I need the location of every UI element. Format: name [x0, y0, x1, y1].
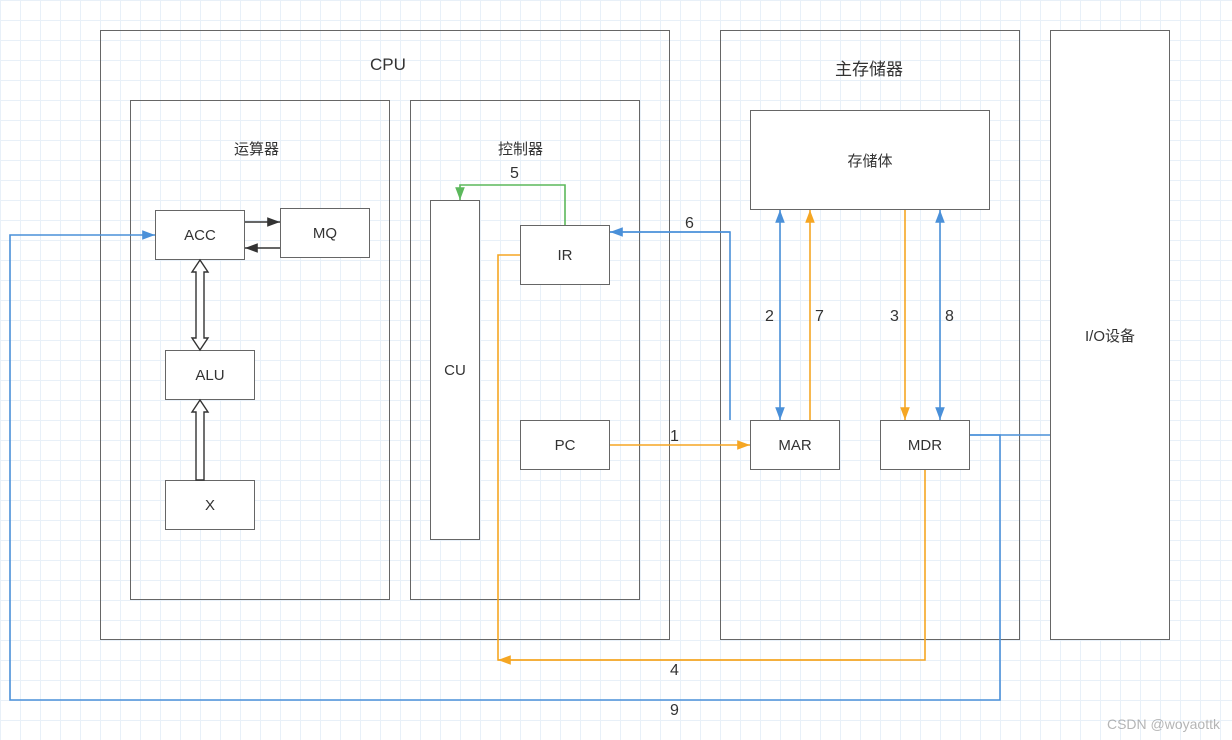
- pc-node: PC: [520, 420, 610, 470]
- edge-label-7: 7: [815, 308, 824, 326]
- edge-label-8: 8: [945, 308, 954, 326]
- alu-label: ALU: [195, 367, 224, 384]
- mar-label: MAR: [778, 437, 811, 454]
- watermark: CSDN @woyaottk: [1107, 716, 1220, 732]
- cu-label: CU: [444, 362, 466, 379]
- edge-label-4: 4: [670, 662, 679, 680]
- x-label: X: [205, 497, 215, 514]
- edge-label-2: 2: [765, 308, 774, 326]
- arith-title: 运算器: [234, 138, 279, 159]
- storage-label: 存储体: [847, 150, 892, 171]
- acc-label: ACC: [184, 227, 216, 244]
- ctrl-title: 控制器: [498, 138, 543, 159]
- io-node: I/O设备: [1050, 30, 1170, 640]
- mar-node: MAR: [750, 420, 840, 470]
- ir-label: IR: [558, 247, 573, 264]
- edge-label-9: 9: [670, 702, 679, 720]
- storage-box: 存储体: [750, 110, 990, 210]
- mq-node: MQ: [280, 208, 370, 258]
- acc-node: ACC: [155, 210, 245, 260]
- mem-title: 主存储器: [835, 55, 903, 80]
- pc-label: PC: [555, 437, 576, 454]
- mq-label: MQ: [313, 225, 337, 242]
- cu-node: CU: [430, 200, 480, 540]
- x-node: X: [165, 480, 255, 530]
- alu-node: ALU: [165, 350, 255, 400]
- mdr-node: MDR: [880, 420, 970, 470]
- edge-label-1: 1: [670, 428, 679, 446]
- edge-label-6: 6: [685, 215, 694, 233]
- io-label: I/O设备: [1085, 325, 1135, 346]
- mdr-label: MDR: [908, 437, 942, 454]
- edge-label-3: 3: [890, 308, 899, 326]
- cpu-title: CPU: [370, 55, 406, 75]
- edge-label-5: 5: [510, 165, 519, 183]
- ir-node: IR: [520, 225, 610, 285]
